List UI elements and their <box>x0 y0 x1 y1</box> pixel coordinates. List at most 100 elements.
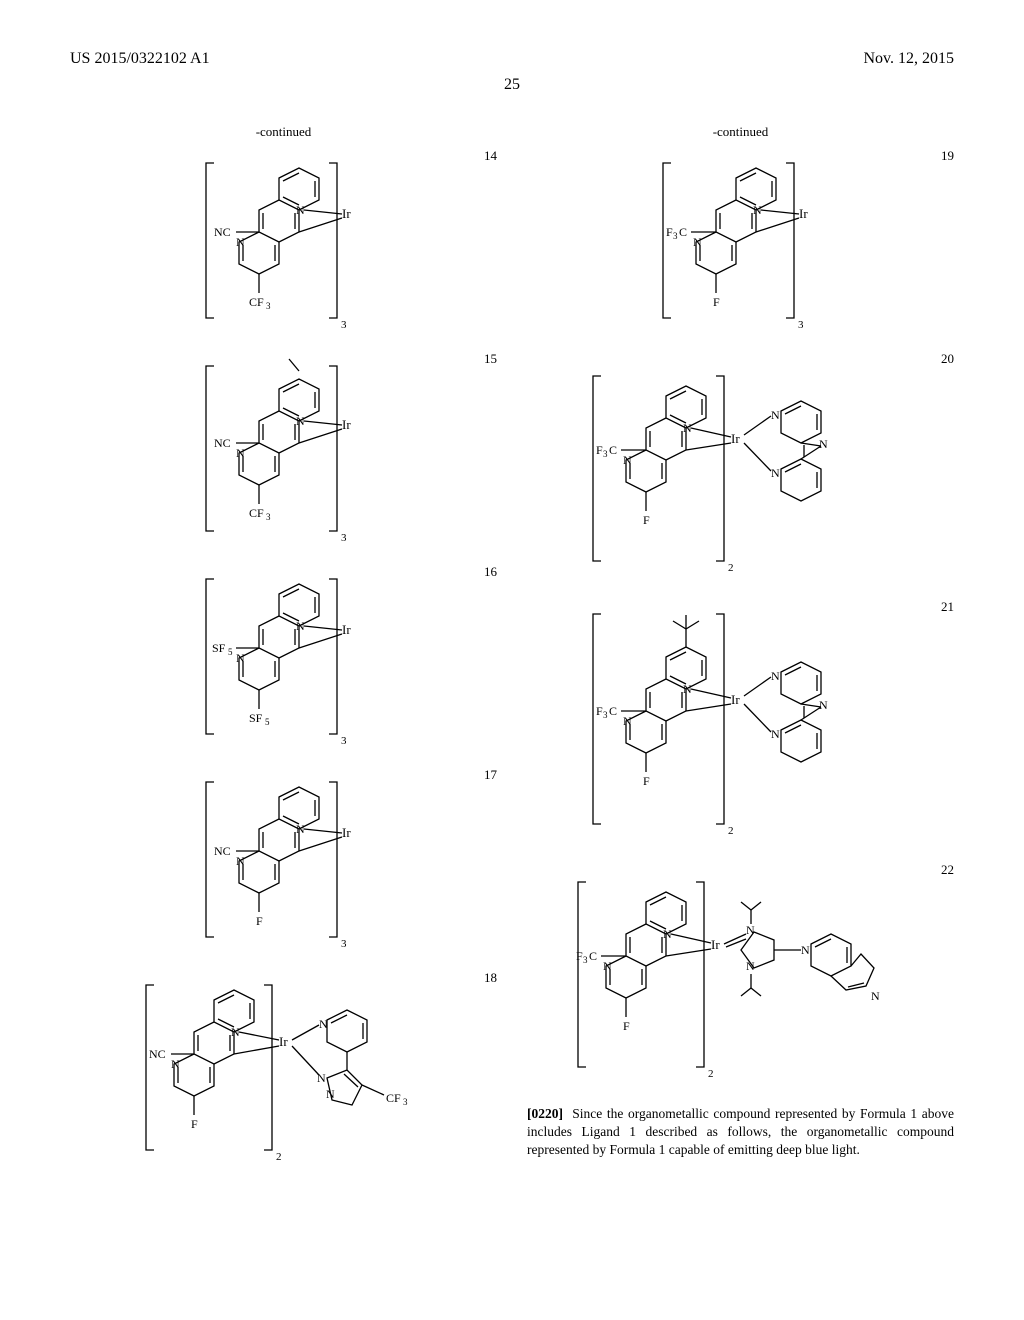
structure-number: 22 <box>941 862 954 878</box>
structure-number: 16 <box>484 564 497 580</box>
chemical-structure-icon: N N F 3 C F Ir 3 <box>621 148 861 333</box>
right-column: -continued 19 N N F 3 C <box>527 124 954 1188</box>
svg-text:2: 2 <box>276 1151 282 1163</box>
svg-text:N: N <box>171 1057 180 1071</box>
svg-text:F: F <box>713 295 720 309</box>
svg-text:3: 3 <box>403 1097 408 1107</box>
svg-text:F: F <box>596 704 603 718</box>
left-column: -continued 14 N <box>70 124 497 1188</box>
svg-text:N: N <box>771 727 780 741</box>
svg-text:Ir: Ir <box>799 206 808 221</box>
svg-text:N: N <box>693 235 702 249</box>
svg-text:F: F <box>643 513 650 527</box>
paragraph-number: [0220] <box>527 1106 563 1121</box>
svg-text:N: N <box>683 682 692 696</box>
svg-text:Ir: Ir <box>731 692 740 707</box>
continued-label-left: -continued <box>70 124 497 140</box>
chemical-structure-icon: N N NC CF 3 Ir <box>164 148 404 333</box>
chemical-structure-icon: N N F 3 C F Ir <box>561 351 921 581</box>
svg-text:3: 3 <box>341 938 347 950</box>
svg-text:5: 5 <box>265 717 270 727</box>
svg-text:Ir: Ir <box>342 206 351 221</box>
svg-text:CF: CF <box>249 295 264 309</box>
structure-number: 17 <box>484 767 497 783</box>
svg-text:F: F <box>596 443 603 457</box>
svg-text:N: N <box>603 959 612 973</box>
structure-20: 20 N N F 3 C F <box>527 351 954 581</box>
structure-number: 19 <box>941 148 954 164</box>
svg-text:F: F <box>191 1117 198 1131</box>
svg-text:N: N <box>771 466 780 480</box>
svg-text:F: F <box>666 225 673 239</box>
structure-number: 21 <box>941 599 954 615</box>
structure-number: 14 <box>484 148 497 164</box>
svg-text:CF: CF <box>386 1091 401 1105</box>
chemical-structure-icon: N N SF 5 SF 5 Ir 3 <box>164 564 404 749</box>
structure-number: 18 <box>484 970 497 986</box>
svg-text:3: 3 <box>341 532 347 544</box>
svg-text:N: N <box>771 408 780 422</box>
svg-text:C: C <box>609 704 617 718</box>
svg-text:N: N <box>683 421 692 435</box>
svg-text:3: 3 <box>673 231 678 241</box>
svg-text:3: 3 <box>341 319 347 331</box>
structure-19: 19 N N F 3 C F <box>527 148 954 333</box>
paragraph-text: Since the organometallic compound repres… <box>527 1106 954 1157</box>
structure-15: 15 N N NC CF <box>70 351 497 546</box>
structure-number: 15 <box>484 351 497 367</box>
svg-text:C: C <box>589 949 597 963</box>
svg-text:3: 3 <box>603 710 608 720</box>
svg-text:N: N <box>771 669 780 683</box>
svg-text:N: N <box>753 203 762 217</box>
svg-text:NC: NC <box>149 1047 166 1061</box>
svg-text:Ir: Ir <box>711 937 720 952</box>
svg-text:SF: SF <box>212 641 226 655</box>
svg-text:C: C <box>679 225 687 239</box>
chemical-structure-icon: N N F 3 C F Ir <box>546 862 936 1087</box>
svg-text:C: C <box>609 443 617 457</box>
structure-18: 18 N N NC F Ir <box>70 970 497 1170</box>
svg-text:Ir: Ir <box>342 825 351 840</box>
svg-text:Ir: Ir <box>342 417 351 432</box>
svg-text:N: N <box>296 203 305 217</box>
structure-number: 20 <box>941 351 954 367</box>
svg-text:CF: CF <box>249 506 264 520</box>
svg-text:Ir: Ir <box>731 431 740 446</box>
svg-text:N: N <box>819 437 828 451</box>
structure-17: 17 N N NC F Ir <box>70 767 497 952</box>
svg-text:N: N <box>871 989 880 1003</box>
svg-text:F: F <box>256 914 263 928</box>
svg-text:N: N <box>317 1071 326 1085</box>
svg-text:N: N <box>801 943 810 957</box>
svg-text:NC: NC <box>214 436 231 450</box>
page-number: 25 <box>70 76 954 94</box>
svg-text:N: N <box>296 822 305 836</box>
svg-text:N: N <box>296 619 305 633</box>
svg-text:Ir: Ir <box>279 1034 288 1049</box>
svg-text:N: N <box>236 854 245 868</box>
svg-text:2: 2 <box>728 562 734 574</box>
svg-text:5: 5 <box>228 647 233 657</box>
svg-text:N: N <box>231 1025 240 1039</box>
svg-text:N: N <box>236 235 245 249</box>
svg-text:N: N <box>746 923 755 937</box>
svg-text:3: 3 <box>798 319 804 331</box>
svg-text:3: 3 <box>266 301 271 311</box>
structure-14: 14 N N <box>70 148 497 333</box>
svg-text:F: F <box>576 949 583 963</box>
svg-text:N: N <box>819 698 828 712</box>
svg-text:3: 3 <box>341 735 347 747</box>
patent-id: US 2015/0322102 A1 <box>70 50 210 68</box>
svg-text:N: N <box>623 714 632 728</box>
structure-21: 21 N N F <box>527 599 954 844</box>
svg-text:N: N <box>296 414 305 428</box>
svg-text:Ir: Ir <box>342 622 351 637</box>
patent-date: Nov. 12, 2015 <box>863 50 954 68</box>
continued-label-right: -continued <box>527 124 954 140</box>
svg-text:NC: NC <box>214 844 231 858</box>
svg-text:2: 2 <box>708 1068 714 1080</box>
svg-text:3: 3 <box>583 955 588 965</box>
svg-text:3: 3 <box>603 449 608 459</box>
svg-text:N: N <box>236 446 245 460</box>
svg-text:N: N <box>236 651 245 665</box>
